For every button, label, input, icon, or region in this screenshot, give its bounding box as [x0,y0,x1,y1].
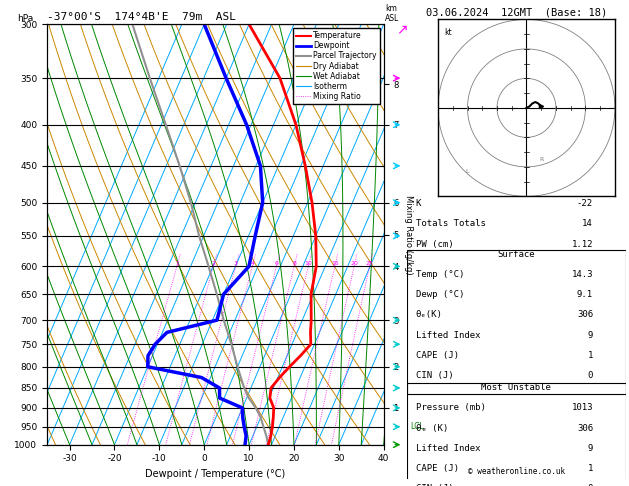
Y-axis label: Mixing Ratio (g/kg): Mixing Ratio (g/kg) [404,195,413,274]
Text: Dewp (°C): Dewp (°C) [416,290,464,299]
Text: Lifted Index: Lifted Index [416,444,480,453]
Text: Pressure (mb): Pressure (mb) [416,403,486,413]
Bar [407,250,626,394]
Text: 10: 10 [304,261,312,266]
Text: -22: -22 [577,199,593,208]
Text: km
ASL: km ASL [386,4,399,23]
Text: 8: 8 [292,261,296,266]
Legend: Temperature, Dewpoint, Parcel Trajectory, Dry Adiabat, Wet Adiabat, Isotherm, Mi: Temperature, Dewpoint, Parcel Trajectory… [292,28,380,104]
Text: 9: 9 [587,444,593,453]
Text: K: K [416,199,421,208]
Text: 20: 20 [350,261,358,266]
Text: Most Unstable: Most Unstable [481,383,552,392]
Text: ↗: ↗ [396,22,408,36]
X-axis label: Dewpoint / Temperature (°C): Dewpoint / Temperature (°C) [145,469,286,479]
Text: 9: 9 [587,330,593,340]
Text: 14: 14 [582,220,593,228]
Text: CIN (J): CIN (J) [416,485,454,486]
Text: CAPE (J): CAPE (J) [416,351,459,360]
Text: Totals Totals: Totals Totals [416,220,486,228]
Text: 306: 306 [577,424,593,433]
Text: 2: 2 [211,261,215,266]
Text: 1013: 1013 [572,403,593,413]
Text: PW (cm): PW (cm) [416,240,454,249]
Text: CAPE (J): CAPE (J) [416,464,459,473]
Text: kt: kt [444,28,452,37]
Text: 6: 6 [274,261,279,266]
Text: 3: 3 [234,261,238,266]
Text: L: L [465,169,469,174]
Text: 1: 1 [587,464,593,473]
Text: 306: 306 [577,311,593,319]
Text: 1: 1 [587,351,593,360]
Text: 4: 4 [250,261,254,266]
Text: θₑ (K): θₑ (K) [416,424,448,433]
Text: 14.3: 14.3 [572,270,593,279]
Text: 03.06.2024  12GMT  (Base: 18): 03.06.2024 12GMT (Base: 18) [426,7,607,17]
Text: 1.12: 1.12 [572,240,593,249]
Text: Lifted Index: Lifted Index [416,330,480,340]
Text: LCL: LCL [411,422,425,431]
Text: Surface: Surface [498,250,535,259]
Text: © weatheronline.co.uk: © weatheronline.co.uk [468,467,565,476]
Text: CIN (J): CIN (J) [416,371,454,380]
Text: Temp (°C): Temp (°C) [416,270,464,279]
Bar [407,383,626,486]
Text: 0: 0 [587,485,593,486]
Text: -37°00'S  174°4B'E  79m  ASL: -37°00'S 174°4B'E 79m ASL [47,12,236,22]
Text: 15: 15 [331,261,338,266]
Text: hPa: hPa [17,15,33,23]
Text: 0: 0 [587,371,593,380]
Text: 1: 1 [175,261,179,266]
Text: θₑ(K): θₑ(K) [416,311,443,319]
Text: 9.1: 9.1 [577,290,593,299]
Text: R: R [539,157,543,162]
Text: 25: 25 [365,261,374,266]
